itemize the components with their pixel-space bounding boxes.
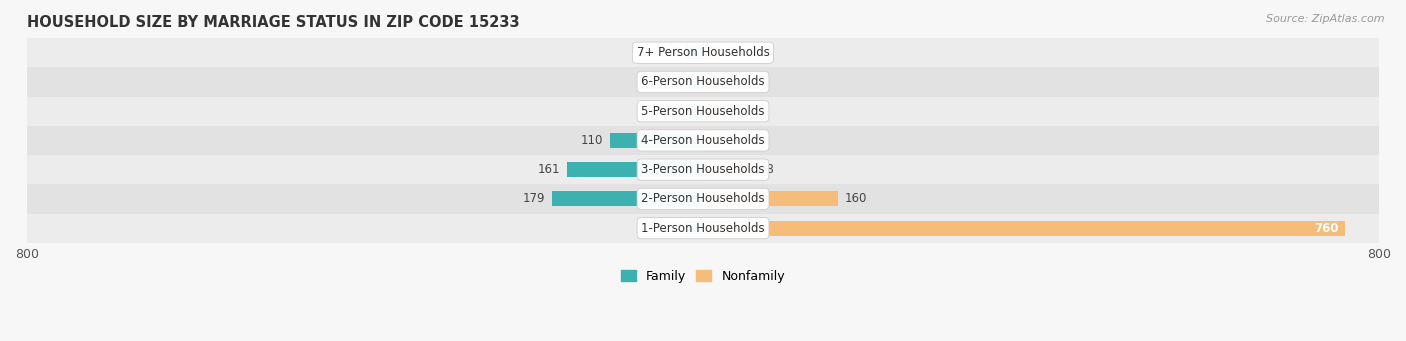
Text: 7+ Person Households: 7+ Person Households xyxy=(637,46,769,59)
Bar xyxy=(610,133,703,148)
Text: 0: 0 xyxy=(727,105,734,118)
Bar xyxy=(703,45,720,60)
Text: 0: 0 xyxy=(672,46,679,59)
Bar xyxy=(703,221,1346,236)
Bar xyxy=(551,191,703,207)
Bar xyxy=(686,104,703,119)
Text: 0: 0 xyxy=(727,134,734,147)
Bar xyxy=(703,74,720,90)
Text: 0: 0 xyxy=(672,222,679,235)
Text: 6-Person Households: 6-Person Households xyxy=(641,75,765,88)
Bar xyxy=(27,213,1379,243)
Text: 0: 0 xyxy=(727,46,734,59)
Text: 4-Person Households: 4-Person Households xyxy=(641,134,765,147)
Bar xyxy=(27,155,1379,184)
Bar xyxy=(703,191,838,207)
Text: 3-Person Households: 3-Person Households xyxy=(641,163,765,176)
Legend: Family, Nonfamily: Family, Nonfamily xyxy=(616,265,790,288)
Bar xyxy=(686,221,703,236)
Bar xyxy=(686,74,703,90)
Bar xyxy=(27,38,1379,67)
Bar xyxy=(703,133,720,148)
Text: 760: 760 xyxy=(1315,222,1339,235)
Bar xyxy=(27,184,1379,213)
Text: 5-Person Households: 5-Person Households xyxy=(641,105,765,118)
Text: 160: 160 xyxy=(845,192,868,205)
Bar xyxy=(703,162,752,177)
Bar xyxy=(703,104,720,119)
Text: 58: 58 xyxy=(759,163,773,176)
Text: 179: 179 xyxy=(523,192,546,205)
Text: 0: 0 xyxy=(672,75,679,88)
Bar xyxy=(567,162,703,177)
Bar xyxy=(27,67,1379,97)
Text: 161: 161 xyxy=(537,163,560,176)
Text: 110: 110 xyxy=(581,134,603,147)
Text: 0: 0 xyxy=(727,75,734,88)
Text: 1-Person Households: 1-Person Households xyxy=(641,222,765,235)
Bar xyxy=(27,126,1379,155)
Bar xyxy=(686,45,703,60)
Bar xyxy=(27,97,1379,126)
Text: HOUSEHOLD SIZE BY MARRIAGE STATUS IN ZIP CODE 15233: HOUSEHOLD SIZE BY MARRIAGE STATUS IN ZIP… xyxy=(27,15,520,30)
Text: 2-Person Households: 2-Person Households xyxy=(641,192,765,205)
Text: Source: ZipAtlas.com: Source: ZipAtlas.com xyxy=(1267,14,1385,24)
Text: 11: 11 xyxy=(665,105,679,118)
